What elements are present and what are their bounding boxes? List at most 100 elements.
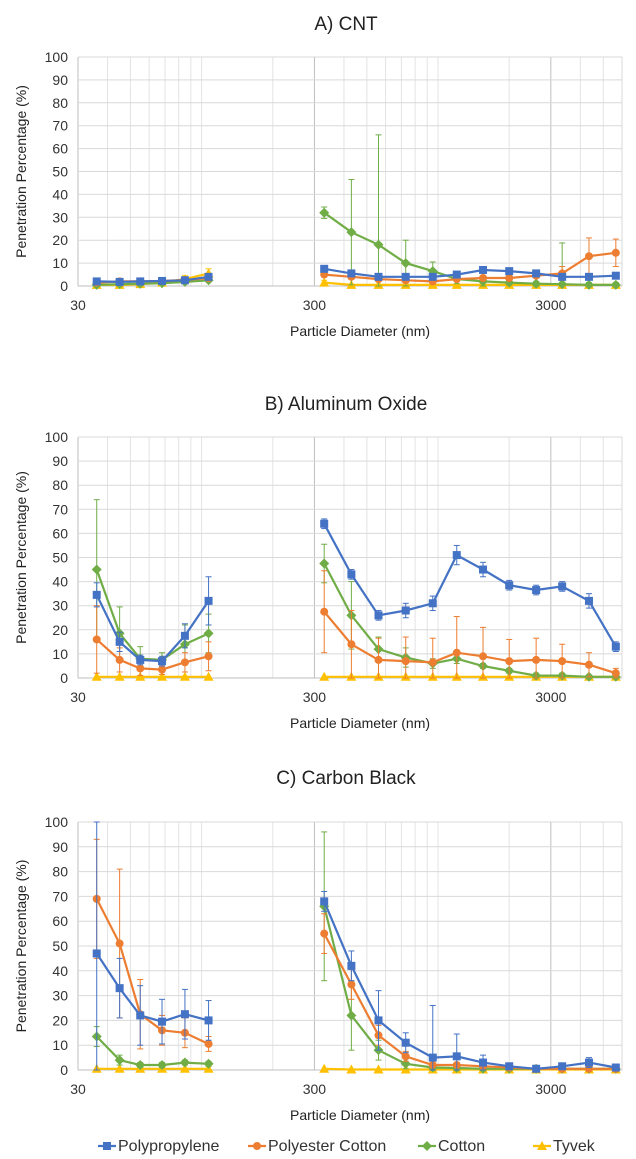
- data-point: [611, 1063, 620, 1072]
- data-point: [400, 258, 411, 269]
- y-tick-label: 100: [45, 49, 69, 65]
- x-tick-label: 300: [303, 689, 327, 705]
- data-point: [92, 277, 101, 286]
- series-polyester-cotton: [92, 570, 620, 679]
- data-point: [115, 655, 124, 664]
- data-point: [114, 1063, 125, 1073]
- data-point: [135, 671, 146, 681]
- data-point: [452, 270, 461, 279]
- data-point: [320, 607, 329, 616]
- x-tick-label: 3000: [535, 1081, 566, 1097]
- data-point: [203, 628, 214, 639]
- series-polypropylene: [92, 264, 620, 286]
- x-tick-label: 30: [70, 1081, 86, 1097]
- data-point: [180, 658, 189, 667]
- y-tick-label: 30: [52, 988, 68, 1004]
- y-tick-label: 90: [52, 839, 68, 855]
- y-axis-label: Penetration Percentage (%): [13, 860, 29, 1033]
- data-point: [347, 961, 356, 970]
- series-line: [95, 638, 209, 671]
- data-point: [374, 655, 383, 664]
- series-line: [323, 211, 616, 286]
- legend-label: Tyvek: [553, 1138, 596, 1155]
- legend-label: Polyester Cotton: [268, 1138, 386, 1155]
- y-axis-label: Penetration Percentage (%): [13, 85, 29, 258]
- data-point: [610, 279, 621, 290]
- y-tick-label: 100: [45, 429, 69, 445]
- data-point: [179, 1057, 190, 1068]
- data-point: [157, 671, 168, 681]
- y-tick-label: 90: [52, 72, 68, 88]
- data-point: [532, 1064, 541, 1073]
- series-line: [323, 906, 616, 1070]
- y-tick-label: 30: [52, 598, 68, 614]
- y-tick-label: 50: [52, 550, 68, 566]
- data-point: [374, 1016, 383, 1025]
- data-point: [452, 1052, 461, 1061]
- data-point: [115, 939, 124, 948]
- legend: Polypropylene Polyester Cotton Cotton Tyvek: [98, 1138, 596, 1155]
- data-point: [320, 929, 329, 938]
- y-tick-label: 70: [52, 118, 68, 134]
- data-point: [203, 1058, 214, 1069]
- data-point: [558, 657, 567, 666]
- y-tick-label: 10: [52, 1037, 68, 1053]
- y-tick-label: 20: [52, 1012, 68, 1028]
- data-point: [373, 239, 384, 250]
- data-point: [204, 1016, 213, 1025]
- y-tick-label: 80: [52, 95, 68, 111]
- data-point: [374, 272, 383, 281]
- y-tick-label: 60: [52, 913, 68, 929]
- y-tick-label: 10: [52, 255, 68, 271]
- data-point: [158, 276, 167, 285]
- data-point: [114, 1055, 125, 1066]
- y-tick-label: 70: [52, 501, 68, 517]
- data-point: [558, 582, 567, 591]
- data-point: [531, 278, 542, 289]
- data-point: [204, 272, 213, 281]
- x-axis-label: Particle Diameter (nm): [290, 715, 430, 731]
- data-point: [428, 272, 437, 281]
- y-tick-label: 0: [60, 1062, 68, 1078]
- data-point: [505, 657, 514, 666]
- data-point: [558, 272, 567, 281]
- y-tick-label: 10: [52, 646, 68, 662]
- series-line: [95, 898, 210, 1045]
- data-point: [532, 269, 541, 278]
- data-point: [180, 631, 189, 640]
- data-point: [452, 551, 461, 560]
- data-point: [320, 264, 329, 273]
- data-point: [479, 273, 488, 282]
- legend-marker: [253, 1142, 261, 1150]
- data-point: [320, 897, 329, 906]
- data-point: [611, 271, 620, 280]
- legend-label: Cotton: [438, 1138, 485, 1155]
- data-point: [451, 279, 462, 289]
- y-tick-label: 100: [45, 814, 69, 830]
- y-tick-label: 0: [60, 278, 68, 294]
- legend-marker: [537, 1141, 547, 1150]
- series-line: [95, 952, 209, 1023]
- y-tick-label: 50: [52, 164, 68, 180]
- x-tick-label: 3000: [535, 689, 566, 705]
- data-point: [115, 984, 124, 993]
- data-point: [557, 279, 568, 290]
- data-point: [611, 642, 620, 651]
- data-point: [346, 1010, 357, 1021]
- data-point: [401, 657, 410, 666]
- data-point: [374, 611, 383, 620]
- legend-item: Cotton: [418, 1138, 485, 1155]
- y-tick-label: 50: [52, 938, 68, 954]
- data-point: [584, 1064, 593, 1073]
- x-tick-label: 300: [303, 297, 327, 313]
- data-point: [180, 1010, 189, 1019]
- series-line: [323, 933, 616, 1070]
- data-point: [479, 652, 488, 661]
- data-point: [584, 252, 593, 261]
- series-polyester-cotton: [92, 838, 620, 1073]
- y-tick-label: 20: [52, 232, 68, 248]
- x-tick-label: 30: [70, 297, 86, 313]
- legend-item: Polyester Cotton: [248, 1138, 386, 1155]
- data-point: [157, 1060, 168, 1071]
- y-tick-label: 60: [52, 141, 68, 157]
